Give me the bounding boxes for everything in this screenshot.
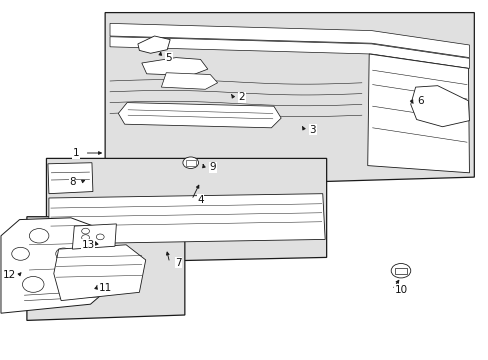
- Text: 7: 7: [175, 258, 182, 268]
- Text: 13: 13: [81, 240, 95, 250]
- Polygon shape: [138, 36, 170, 53]
- Polygon shape: [54, 245, 145, 301]
- Circle shape: [183, 157, 198, 168]
- Text: 3: 3: [309, 125, 316, 135]
- Text: 10: 10: [394, 285, 407, 295]
- Circle shape: [22, 276, 44, 292]
- Text: 1: 1: [72, 148, 79, 158]
- Text: 9: 9: [209, 162, 216, 172]
- Text: 11: 11: [98, 283, 112, 293]
- Circle shape: [81, 228, 89, 234]
- Polygon shape: [161, 73, 217, 89]
- Polygon shape: [110, 37, 468, 68]
- Circle shape: [96, 234, 104, 240]
- Polygon shape: [118, 103, 281, 128]
- Polygon shape: [105, 13, 473, 188]
- Polygon shape: [27, 217, 184, 320]
- Bar: [394, 268, 406, 274]
- Polygon shape: [110, 23, 468, 58]
- Circle shape: [390, 264, 410, 278]
- Text: 12: 12: [3, 270, 17, 280]
- Bar: [185, 160, 195, 166]
- Polygon shape: [46, 158, 326, 264]
- Text: 6: 6: [416, 96, 423, 106]
- Polygon shape: [1, 218, 105, 313]
- Polygon shape: [49, 194, 325, 244]
- Circle shape: [29, 229, 49, 243]
- Circle shape: [12, 247, 29, 260]
- Circle shape: [81, 235, 89, 240]
- Circle shape: [56, 248, 71, 260]
- Text: 8: 8: [69, 177, 76, 187]
- Polygon shape: [48, 163, 93, 194]
- Polygon shape: [367, 54, 468, 173]
- Polygon shape: [142, 58, 207, 76]
- Polygon shape: [72, 224, 116, 249]
- Text: 2: 2: [238, 92, 245, 102]
- Text: 5: 5: [165, 53, 172, 63]
- Polygon shape: [410, 86, 468, 127]
- Text: 4: 4: [197, 195, 203, 205]
